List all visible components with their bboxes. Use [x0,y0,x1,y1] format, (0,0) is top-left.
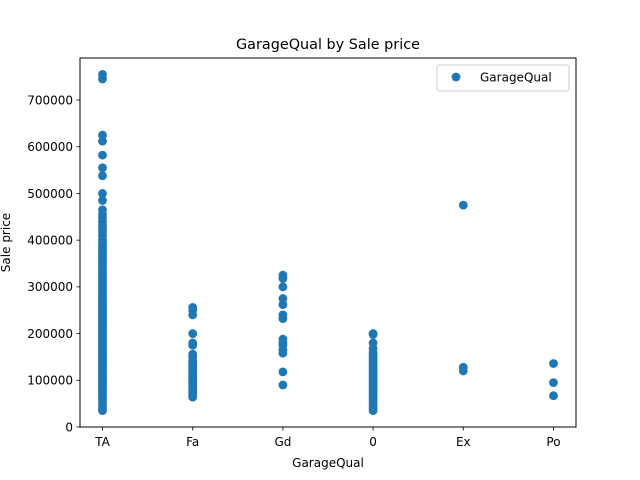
x-axis-label: GarageQual [292,456,364,470]
y-tick-label: 300000 [27,280,73,294]
data-point [278,334,288,344]
data-point [278,367,288,377]
data-point [278,294,288,303]
data-point [368,329,378,338]
data-point [98,171,107,181]
data-point [98,136,107,146]
plot-frame [79,57,577,428]
data-point [188,303,198,312]
data-point [98,130,107,140]
plot-markers [98,69,558,416]
data-point [188,338,198,348]
data-point [98,205,107,215]
y-tick-label: 400000 [27,233,73,247]
y-tick-label: 600000 [27,140,73,154]
x-tick-label: Gd [274,435,291,449]
legend: GarageQual [436,64,570,92]
x-axis: TA Fa Gd 0 Ex Po [94,427,561,449]
data-point [278,300,288,310]
data-point [549,391,558,401]
data-point [549,378,558,388]
x-tick-label: 0 [369,435,377,449]
y-tick-label: 100000 [27,374,73,388]
y-axis-label: Sale price [0,213,13,272]
data-point [278,310,288,320]
data-point [188,349,198,359]
data-point [549,359,558,368]
x-tick-label: TA [94,435,110,449]
chart-title: GarageQual by Sale price [236,37,420,53]
data-point [278,282,288,292]
y-axis: 0 100000 200000 300000 400000 500000 600000 700… [27,93,80,434]
data-point [98,69,107,79]
data-point [458,362,468,372]
data-point [368,338,378,348]
y-tick-label: 500000 [27,187,73,201]
data-point [278,270,288,280]
data-point [98,150,107,160]
y-tick-label: 0 [65,420,73,434]
data-point [98,189,107,198]
x-tick-label: Fa [186,435,199,449]
data-point [188,329,198,338]
legend-marker [451,72,461,82]
y-tick-label: 200000 [27,327,73,341]
legend-box [436,64,570,92]
legend-label: GarageQual [480,71,552,85]
x-tick-label: Ex [456,435,471,449]
data-point [98,163,107,173]
data-point [98,196,107,205]
y-tick-label: 700000 [27,93,73,107]
x-tick-label: Po [546,435,560,449]
data-point [458,200,468,210]
data-point [278,380,288,390]
